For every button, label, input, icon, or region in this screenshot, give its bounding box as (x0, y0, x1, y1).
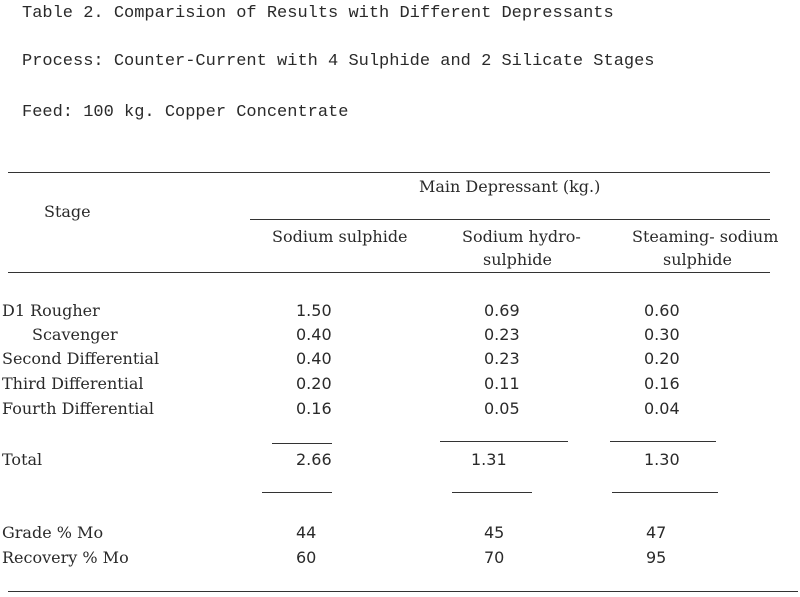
total-value-3: 1.30 (644, 450, 680, 469)
table-title: Table 2. Comparision of Results with Dif… (22, 4, 614, 23)
row-value-col-1: 0.16 (296, 399, 332, 418)
row-value-col-2: 0.23 (484, 325, 520, 344)
group-header-rule (250, 219, 770, 220)
table-bottom-rule (8, 591, 798, 592)
header-bottom-rule (8, 272, 770, 273)
grade-label: Grade % Mo (2, 523, 104, 542)
col-header-3b: sulphide (663, 250, 733, 269)
row-value-col-3: 0.60 (644, 301, 680, 320)
row-value-col-2: 0.05 (484, 399, 520, 418)
recovery-label: Recovery % Mo (2, 548, 129, 567)
grade-value-1: 44 (296, 523, 317, 542)
row-value-col-2: 0.11 (484, 374, 520, 393)
feed-line: Feed: 100 kg. Copper Concentrate (22, 103, 349, 122)
stage-header: Stage (44, 202, 91, 221)
grade-value-3: 47 (646, 523, 667, 542)
row-value-col-3: 0.04 (644, 399, 680, 418)
row-value-col-3: 0.20 (644, 349, 680, 368)
row-value-col-1: 1.50 (296, 301, 332, 320)
grade-value-2: 45 (484, 523, 505, 542)
total-bottom-rule-3 (612, 492, 718, 493)
recovery-value-3: 95 (646, 548, 667, 567)
row-value-col-1: 0.40 (296, 325, 332, 344)
total-value-2: 1.31 (471, 450, 507, 469)
row-stage-label: Scavenger (32, 325, 118, 344)
row-stage-label: Second Differential (2, 349, 160, 368)
row-value-col-2: 0.23 (484, 349, 520, 368)
col-header-2b: sulphide (483, 250, 553, 269)
total-value-1: 2.66 (296, 450, 332, 469)
recovery-value-1: 60 (296, 548, 317, 567)
row-stage-label: Third Differential (2, 374, 144, 393)
total-rule-1 (272, 443, 332, 444)
table-top-rule (8, 172, 770, 173)
total-rule-3 (610, 441, 716, 442)
group-header: Main Depressant (kg.) (419, 177, 601, 196)
row-value-col-2: 0.69 (484, 301, 520, 320)
total-label: Total (2, 450, 43, 469)
row-stage-label: Fourth Differential (2, 399, 155, 418)
row-stage-label: D1 Rougher (2, 301, 100, 320)
row-value-col-1: 0.40 (296, 349, 332, 368)
recovery-value-2: 70 (484, 548, 505, 567)
col-header-3: Steaming- sodium (632, 227, 779, 246)
row-value-col-1: 0.20 (296, 374, 332, 393)
process-line: Process: Counter-Current with 4 Sulphide… (22, 52, 655, 71)
col-header-2: Sodium hydro- (462, 227, 581, 246)
total-rule-2 (440, 441, 568, 442)
total-bottom-rule-2 (452, 492, 532, 493)
total-bottom-rule-1 (262, 492, 332, 493)
row-value-col-3: 0.16 (644, 374, 680, 393)
col-header-1: Sodium sulphide (272, 227, 408, 246)
row-value-col-3: 0.30 (644, 325, 680, 344)
